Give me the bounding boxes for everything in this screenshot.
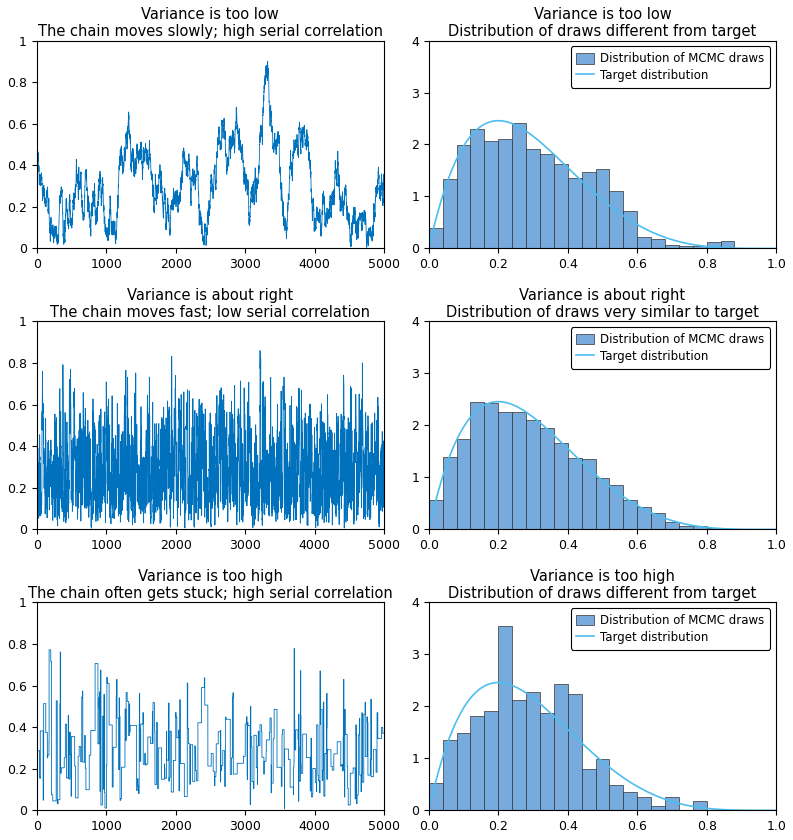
Bar (679, 246, 693, 249)
Title: Variance is too low
The chain moves slowly; high serial correlation: Variance is too low The chain moves slow… (38, 7, 383, 39)
Bar (623, 500, 638, 529)
Bar (596, 759, 609, 811)
Title: Variance is too high
The chain often gets stuck; high serial correlation: Variance is too high The chain often get… (28, 569, 393, 601)
Legend: Distribution of MCMC draws, Target distribution: Distribution of MCMC draws, Target distr… (570, 608, 770, 649)
Bar (568, 694, 581, 811)
Bar (665, 244, 679, 249)
Bar (512, 412, 526, 529)
Bar (485, 141, 498, 249)
Bar (609, 191, 623, 249)
Bar (609, 485, 623, 529)
Bar (665, 522, 679, 529)
Bar (581, 172, 596, 249)
Bar (707, 528, 721, 529)
Bar (554, 443, 568, 529)
Bar (457, 439, 470, 529)
Bar (457, 144, 470, 249)
Title: Variance is about right
Distribution of draws very similar to target: Variance is about right Distribution of … (446, 288, 759, 320)
Bar (526, 692, 540, 811)
Bar (581, 459, 596, 529)
Bar (457, 732, 470, 811)
Bar (568, 458, 581, 529)
Bar (429, 500, 442, 529)
Bar (665, 797, 679, 811)
Bar (540, 713, 554, 811)
Bar (429, 783, 442, 811)
Bar (442, 740, 457, 811)
Bar (679, 526, 693, 529)
Bar (554, 165, 568, 249)
Bar (485, 403, 498, 529)
Bar (693, 801, 707, 811)
Title: Variance is too low
Distribution of draws different from target: Variance is too low Distribution of draw… (448, 7, 757, 39)
Bar (540, 154, 554, 249)
Bar (568, 178, 581, 249)
Bar (651, 806, 665, 811)
Bar (623, 211, 638, 249)
Bar (498, 139, 512, 249)
Bar (540, 428, 554, 529)
Bar (693, 527, 707, 529)
Bar (623, 791, 638, 811)
Bar (512, 700, 526, 811)
Bar (429, 228, 442, 249)
Bar (638, 237, 651, 249)
Bar (596, 169, 609, 249)
Bar (707, 242, 721, 249)
Bar (651, 239, 665, 249)
Bar (498, 412, 512, 529)
Bar (442, 179, 457, 249)
Bar (609, 785, 623, 811)
Bar (596, 478, 609, 529)
Bar (470, 129, 485, 249)
Bar (526, 420, 540, 529)
Bar (638, 507, 651, 529)
Bar (485, 711, 498, 811)
Bar (693, 245, 707, 249)
Legend: Distribution of MCMC draws, Target distribution: Distribution of MCMC draws, Target distr… (570, 46, 770, 87)
Bar (554, 684, 568, 811)
Bar (526, 150, 540, 249)
Bar (651, 513, 665, 529)
Bar (470, 717, 485, 811)
Legend: Distribution of MCMC draws, Target distribution: Distribution of MCMC draws, Target distr… (570, 328, 770, 369)
Bar (581, 769, 596, 811)
Bar (470, 402, 485, 529)
Bar (498, 626, 512, 811)
Title: Variance is about right
The chain moves fast; low serial correlation: Variance is about right The chain moves … (50, 288, 370, 320)
Bar (512, 123, 526, 249)
Title: Variance is too high
Distribution of draws different from target: Variance is too high Distribution of dra… (448, 569, 757, 601)
Bar (721, 241, 734, 249)
Bar (638, 797, 651, 811)
Bar (442, 457, 457, 529)
